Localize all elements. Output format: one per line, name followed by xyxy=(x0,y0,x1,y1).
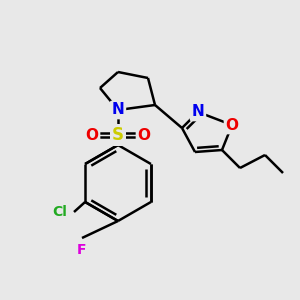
Text: O: O xyxy=(226,118,238,133)
Text: F: F xyxy=(77,243,87,257)
Text: Cl: Cl xyxy=(52,205,68,219)
Text: O: O xyxy=(85,128,98,142)
Text: O: O xyxy=(137,128,151,142)
Text: S: S xyxy=(112,126,124,144)
Text: N: N xyxy=(112,103,124,118)
Text: N: N xyxy=(192,104,204,119)
